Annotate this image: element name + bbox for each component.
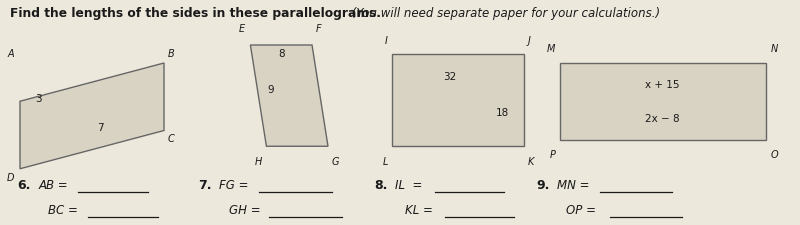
Text: 2x − 8: 2x − 8	[645, 114, 680, 124]
Text: OP =: OP =	[566, 204, 596, 217]
Text: H: H	[255, 157, 262, 167]
Text: KL =: KL =	[405, 204, 433, 217]
Text: M: M	[547, 45, 555, 54]
Text: B: B	[168, 49, 174, 59]
Text: 8.: 8.	[374, 179, 388, 192]
Text: MN =: MN =	[557, 179, 590, 192]
Text: J: J	[528, 36, 531, 45]
Text: L: L	[382, 157, 388, 167]
Text: G: G	[332, 157, 339, 167]
Text: 32: 32	[443, 72, 456, 81]
Text: x + 15: x + 15	[645, 81, 680, 90]
Text: 7: 7	[97, 123, 103, 133]
Text: 9.: 9.	[536, 179, 550, 192]
Text: 8: 8	[278, 49, 285, 59]
Text: AB =: AB =	[38, 179, 68, 192]
Text: E: E	[238, 24, 245, 34]
Text: N: N	[770, 45, 778, 54]
Text: 18: 18	[496, 108, 509, 117]
Text: F: F	[316, 24, 322, 34]
Text: FG =: FG =	[219, 179, 249, 192]
Text: 6.: 6.	[18, 179, 31, 192]
Text: C: C	[168, 135, 174, 144]
Text: Find the lengths of the sides in these parallelograms.: Find the lengths of the sides in these p…	[10, 7, 381, 20]
Polygon shape	[20, 63, 164, 169]
Text: (You will need separate paper for your calculations.): (You will need separate paper for your c…	[348, 7, 660, 20]
Text: P: P	[550, 150, 555, 160]
Text: A: A	[8, 49, 14, 59]
Text: I: I	[385, 36, 388, 45]
Text: D: D	[7, 173, 14, 183]
Text: IL  =: IL =	[395, 179, 422, 192]
Polygon shape	[250, 45, 328, 146]
Text: GH =: GH =	[229, 204, 261, 217]
Text: BC =: BC =	[48, 204, 78, 217]
Text: 3: 3	[35, 94, 42, 104]
Polygon shape	[392, 54, 524, 146]
Text: O: O	[770, 150, 778, 160]
Polygon shape	[560, 63, 766, 140]
Text: 7.: 7.	[198, 179, 212, 192]
Text: 9: 9	[267, 85, 274, 95]
Text: K: K	[528, 157, 534, 167]
